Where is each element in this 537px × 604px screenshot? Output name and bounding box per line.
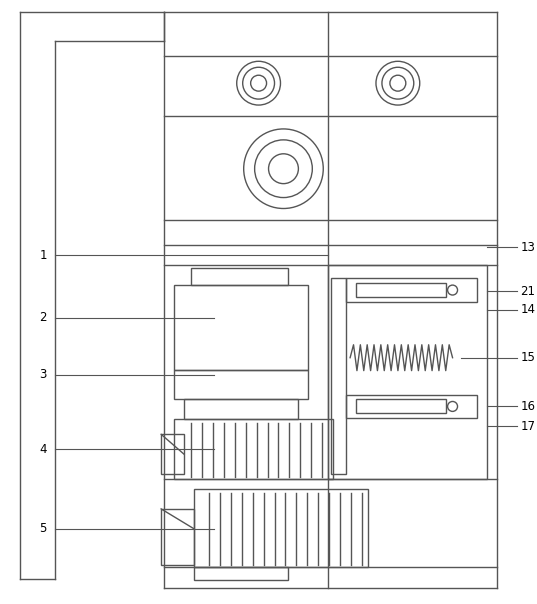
Bar	[194, 567, 288, 580]
Text: 4: 4	[39, 443, 47, 455]
Text: 2: 2	[39, 312, 47, 324]
Bar	[346, 278, 477, 302]
Bar	[174, 419, 333, 479]
Text: 17: 17	[520, 420, 535, 433]
Bar	[346, 394, 477, 419]
Bar	[184, 399, 299, 419]
Bar	[356, 399, 446, 413]
Bar	[194, 489, 368, 567]
Text: 21: 21	[520, 284, 535, 298]
Text: 13: 13	[520, 241, 535, 254]
Bar	[331, 278, 346, 474]
Text: 15: 15	[520, 351, 535, 364]
Bar	[174, 370, 308, 399]
Text: 3: 3	[39, 368, 47, 381]
Bar	[161, 509, 194, 565]
Bar	[356, 283, 446, 297]
Text: 14: 14	[520, 303, 535, 316]
Text: 16: 16	[520, 400, 535, 413]
Bar	[161, 434, 184, 474]
Text: 1: 1	[39, 249, 47, 262]
Text: 5: 5	[39, 522, 47, 535]
Bar	[174, 285, 308, 370]
Bar	[191, 268, 288, 285]
Bar	[328, 265, 488, 479]
